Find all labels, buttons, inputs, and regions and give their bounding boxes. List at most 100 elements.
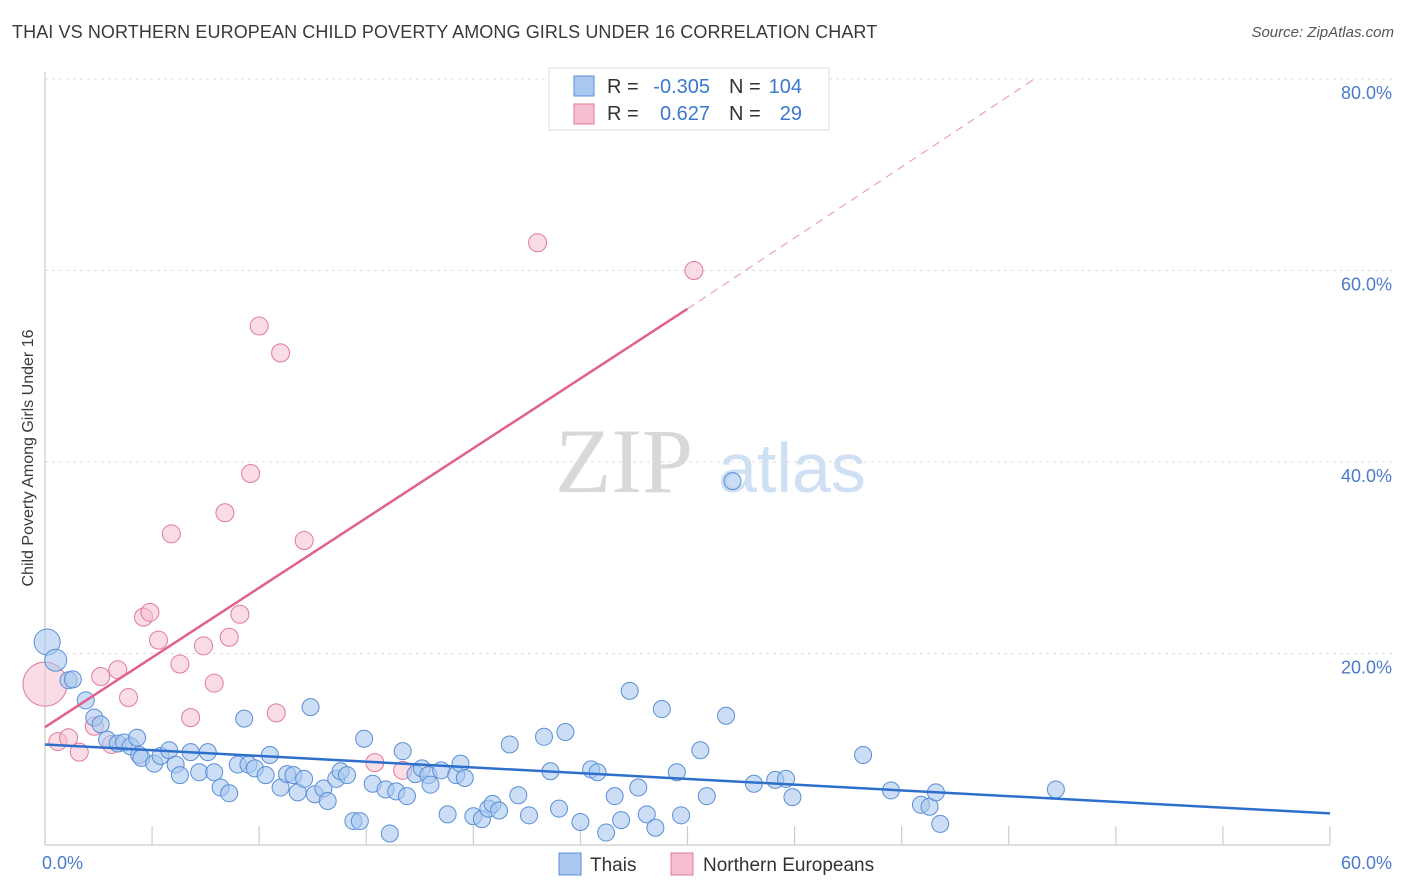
- legend-n-label-2: N =: [729, 103, 761, 125]
- thai-point: [91, 715, 110, 734]
- northern-trend-line: [44, 307, 689, 729]
- thai-point: [500, 735, 519, 754]
- northern-european-point: [271, 343, 291, 363]
- northern-european-point: [528, 233, 548, 253]
- northern-european-point: [119, 688, 139, 708]
- thai-point: [205, 763, 224, 782]
- northern-european-point: [266, 703, 286, 723]
- thai-point: [691, 741, 710, 760]
- x-tick-label-max: 60.0%: [1341, 853, 1392, 873]
- thai-point: [355, 729, 374, 748]
- thai-point: [520, 806, 539, 825]
- legend-box: R = -0.305 N = 104 R = 0.627 N = 29: [548, 67, 830, 131]
- y-axis-label: Child Poverty Among Girls Under 16: [20, 329, 37, 586]
- x-tick-label-min: 0.0%: [42, 853, 83, 873]
- thai-point: [438, 805, 457, 824]
- thai-point: [235, 709, 254, 728]
- legend-n-value-1: 104: [769, 76, 802, 98]
- thai-point: [672, 806, 691, 825]
- y-tick-label: 60.0%: [1341, 275, 1392, 295]
- legend-r-label-1: R =: [607, 76, 639, 98]
- thai-point: [612, 811, 631, 830]
- thai-point: [571, 813, 590, 832]
- thai-point: [397, 787, 416, 806]
- thai-point: [588, 763, 607, 782]
- northern-european-point: [294, 531, 314, 551]
- legend-r-label-2: R =: [607, 103, 639, 125]
- grid-lines: [45, 78, 1392, 654]
- thai-point: [597, 823, 616, 842]
- thai-point: [318, 791, 337, 810]
- legend-frame: [548, 67, 830, 131]
- watermark: ZIP atlas: [555, 410, 866, 512]
- legend-r-value-1: -0.305: [653, 76, 710, 98]
- thai-point: [697, 787, 716, 806]
- thai-point: [421, 775, 440, 794]
- northern-european-point: [219, 627, 239, 647]
- bottom-legend-label-thais: Thais: [590, 855, 636, 876]
- thai-point: [783, 788, 802, 807]
- northern-european-point: [249, 316, 269, 336]
- x-tick-marks: [44, 826, 1331, 845]
- northern-european-point: [149, 630, 169, 650]
- chart-source: Source: ZipAtlas.com: [1251, 24, 1394, 41]
- thai-point: [128, 728, 147, 747]
- thai-trend-line: [44, 743, 1331, 815]
- watermark-atlas: atlas: [718, 429, 866, 507]
- thai-point: [393, 742, 412, 761]
- northern-european-point: [170, 654, 190, 674]
- thai-point: [535, 727, 554, 746]
- legend-r-value-2: 0.627: [660, 103, 710, 125]
- trend-lines: [44, 78, 1331, 815]
- watermark-zip: ZIP: [555, 410, 693, 512]
- northern-european-point: [161, 524, 181, 544]
- northern-european-point: [215, 503, 235, 523]
- thai-point: [295, 769, 314, 788]
- thai-point: [63, 670, 82, 689]
- thai-point: [350, 812, 369, 831]
- chart-title: THAI VS NORTHERN EUROPEAN CHILD POVERTY …: [12, 22, 878, 42]
- legend-swatch-northern: [573, 103, 595, 125]
- bottom-legend-swatch-thais: [558, 852, 582, 876]
- thai-point: [723, 472, 742, 491]
- thai-point: [652, 700, 671, 719]
- thai-point: [629, 778, 648, 797]
- thai-point: [44, 648, 68, 672]
- bottom-legend: Thais Northern Europeans: [558, 852, 874, 876]
- thai-point: [620, 681, 639, 700]
- thai-point: [605, 787, 624, 806]
- bottom-legend-swatch-northern: [670, 852, 694, 876]
- thai-point: [256, 766, 275, 785]
- thai-point: [637, 805, 656, 824]
- thai-point: [170, 766, 189, 785]
- thai-point: [667, 763, 686, 782]
- y-tick-label: 20.0%: [1341, 658, 1392, 678]
- thai-point: [337, 766, 356, 785]
- northern-european-point: [241, 463, 261, 483]
- thai-point: [1046, 780, 1065, 799]
- bottom-legend-label-northern: Northern Europeans: [703, 855, 874, 876]
- legend-swatch-thais: [573, 75, 595, 97]
- thai-point: [455, 768, 474, 787]
- legend-n-value-2: 29: [780, 103, 802, 125]
- y-tick-labels: 20.0% 40.0% 60.0% 80.0%: [1341, 83, 1392, 678]
- thai-point: [556, 723, 575, 742]
- northern-european-point: [204, 673, 224, 693]
- thai-point: [220, 784, 239, 803]
- northern-european-points: [22, 233, 704, 780]
- northern-european-point: [193, 636, 213, 656]
- thai-point: [931, 814, 950, 833]
- northern-european-point: [140, 602, 160, 622]
- thai-point: [490, 801, 509, 820]
- northern-european-point: [181, 708, 201, 728]
- thai-point: [380, 824, 399, 843]
- y-tick-label: 40.0%: [1341, 466, 1392, 486]
- thai-point: [717, 706, 736, 725]
- thai-point: [301, 698, 320, 717]
- thai-point: [550, 799, 568, 818]
- northern-european-point: [684, 261, 704, 280]
- legend-n-label-1: N =: [729, 76, 761, 98]
- northern-european-point: [91, 666, 111, 686]
- y-tick-label: 80.0%: [1341, 83, 1392, 103]
- thai-point: [509, 786, 528, 805]
